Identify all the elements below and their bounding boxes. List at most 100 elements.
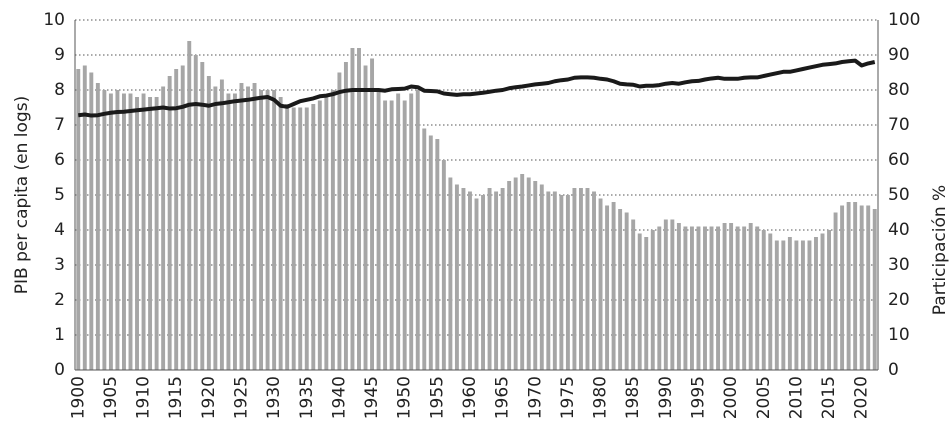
- bar: [468, 191, 472, 370]
- bar: [526, 177, 531, 370]
- bar: [122, 93, 126, 370]
- bar: [605, 205, 610, 370]
- bar: [774, 240, 779, 370]
- bar: [565, 195, 570, 370]
- bar: [703, 226, 707, 370]
- bar: [657, 226, 662, 370]
- bar: [683, 226, 688, 370]
- bar: [285, 104, 290, 370]
- bar: [742, 226, 747, 370]
- bar: [239, 83, 244, 370]
- y2-tick-label: 50: [888, 185, 910, 205]
- bar: [781, 240, 786, 370]
- bar: [324, 97, 329, 370]
- bar: [827, 230, 831, 370]
- bar: [415, 90, 420, 370]
- bar: [343, 62, 348, 370]
- bar: [598, 198, 603, 370]
- bar: [265, 90, 270, 370]
- bar: [644, 237, 649, 370]
- bar: [154, 97, 159, 370]
- bar: [409, 93, 414, 370]
- bar: [846, 202, 851, 370]
- bar: [167, 76, 172, 370]
- bar: [481, 195, 485, 370]
- x-tick-label: 2020: [852, 376, 872, 419]
- bar: [108, 93, 113, 370]
- bar: [363, 65, 368, 370]
- x-tick-label: 1900: [68, 376, 88, 419]
- bar: [494, 191, 499, 370]
- x-tick-label: 1990: [656, 376, 676, 419]
- bar: [578, 188, 583, 370]
- bar: [611, 202, 616, 370]
- bar: [102, 90, 107, 370]
- bar: [840, 205, 845, 370]
- bar: [513, 177, 518, 370]
- bar: [298, 107, 303, 370]
- bar: [866, 205, 871, 370]
- bar: [206, 76, 211, 370]
- x-tick-label: 1950: [395, 376, 415, 419]
- bar: [618, 209, 623, 370]
- bar: [624, 212, 629, 370]
- bar: [807, 240, 812, 370]
- bar: [820, 233, 825, 370]
- bar: [82, 65, 87, 370]
- y2-tick-label: 0: [888, 360, 899, 380]
- bar: [350, 48, 355, 370]
- bar: [729, 223, 734, 370]
- bar: [337, 72, 342, 370]
- x-tick-label: 2005: [754, 376, 774, 419]
- x-tick-label: 2010: [786, 376, 806, 419]
- x-tick-label: 1915: [166, 376, 186, 419]
- bar: [200, 62, 205, 370]
- bar: [376, 90, 381, 370]
- bar: [272, 90, 277, 370]
- bar: [396, 93, 401, 370]
- y-tick-label: 0: [54, 360, 65, 380]
- bar: [187, 41, 192, 370]
- y2-tick-label: 10: [888, 325, 910, 345]
- bar: [441, 160, 446, 370]
- x-tick-label: 1965: [493, 376, 513, 419]
- bar: [585, 188, 590, 370]
- bar: [219, 79, 224, 370]
- x-tick-label: 1980: [591, 376, 611, 419]
- x-tick-label: 2015: [819, 376, 839, 419]
- bar: [370, 58, 375, 370]
- bar: [663, 219, 668, 370]
- bar: [761, 230, 766, 370]
- bar: [814, 237, 818, 370]
- bar: [304, 107, 309, 370]
- bar: [716, 226, 721, 370]
- bar: [148, 97, 153, 370]
- bar: [768, 233, 773, 370]
- bar: [291, 107, 296, 370]
- bar: [174, 69, 179, 370]
- bar: [317, 100, 322, 370]
- x-tick-label: 1930: [264, 376, 284, 419]
- bar: [676, 223, 681, 370]
- bar: [722, 223, 727, 370]
- bar: [755, 226, 760, 370]
- x-tick-label: 1985: [623, 376, 643, 419]
- x-tick-label: 1935: [297, 376, 317, 419]
- bar: [389, 100, 394, 370]
- bar: [546, 191, 551, 370]
- bar: [330, 90, 335, 370]
- x-tick-label: 1925: [231, 376, 251, 419]
- bar: [853, 202, 858, 370]
- bar: [246, 86, 250, 370]
- bar: [357, 48, 361, 370]
- y-tick-label: 10: [43, 10, 65, 30]
- bar: [507, 181, 512, 370]
- bar: [487, 188, 492, 370]
- bar: [135, 97, 139, 370]
- bar: [592, 191, 596, 370]
- line: [78, 58, 876, 118]
- bar: [794, 240, 799, 370]
- x-tick-label: 1945: [362, 376, 382, 419]
- bar: [402, 100, 407, 370]
